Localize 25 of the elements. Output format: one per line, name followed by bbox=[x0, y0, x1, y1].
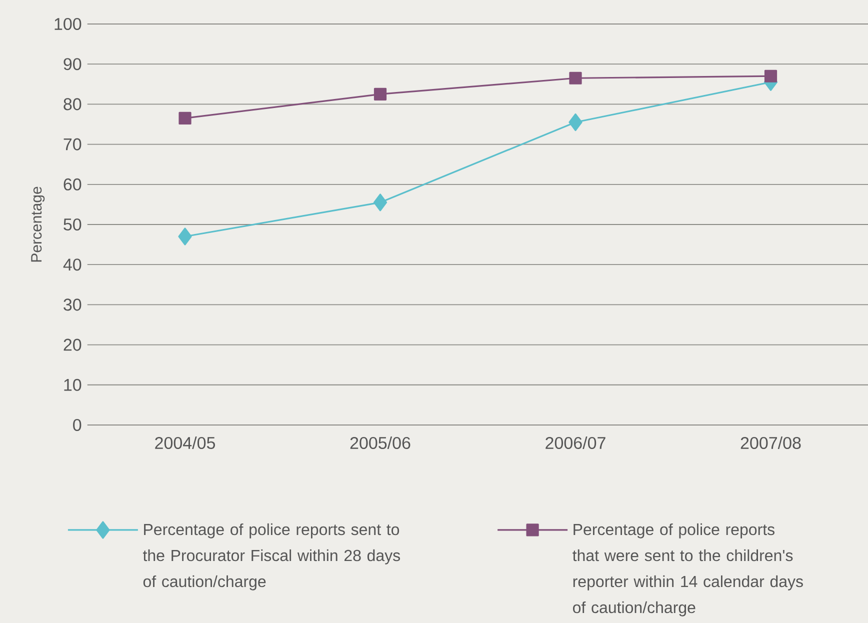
y-tick-label: 70 bbox=[64, 138, 82, 150]
point bbox=[373, 194, 388, 212]
y-tick-label: 100 bbox=[54, 18, 82, 30]
y-tick-label: 0 bbox=[73, 418, 82, 432]
point bbox=[178, 228, 192, 246]
x-tick-label: 2004/05 bbox=[155, 436, 215, 450]
x-tick-label: 2007/08 bbox=[740, 436, 801, 450]
point bbox=[178, 112, 192, 125]
y-tick-label: 30 bbox=[64, 298, 82, 311]
y-tick-label: 60 bbox=[64, 178, 82, 190]
y-axis-title: Percentage bbox=[31, 186, 45, 262]
legend-label: Percentage of police reports that were sent to the children's reporter within 14 calendar days of caution/charge bbox=[572, 523, 803, 616]
point bbox=[374, 88, 387, 100]
y-tick-label: 50 bbox=[64, 218, 82, 231]
y-tick-label: 20 bbox=[64, 338, 82, 351]
point bbox=[764, 70, 778, 82]
x-tick-label: 2005/06 bbox=[350, 436, 410, 450]
y-tick-label: 10 bbox=[64, 378, 82, 391]
y-tick-label: 90 bbox=[64, 58, 82, 70]
y-tick-label: 40 bbox=[63, 258, 82, 271]
point bbox=[568, 113, 582, 132]
y-tick-label: 80 bbox=[64, 98, 82, 110]
point bbox=[569, 72, 582, 84]
legend-label: Percentage of police reports sent to the Procurator Fiscal within 28 days of caution/charge bbox=[142, 523, 400, 590]
x-tick-label: 2006/07 bbox=[546, 436, 606, 450]
